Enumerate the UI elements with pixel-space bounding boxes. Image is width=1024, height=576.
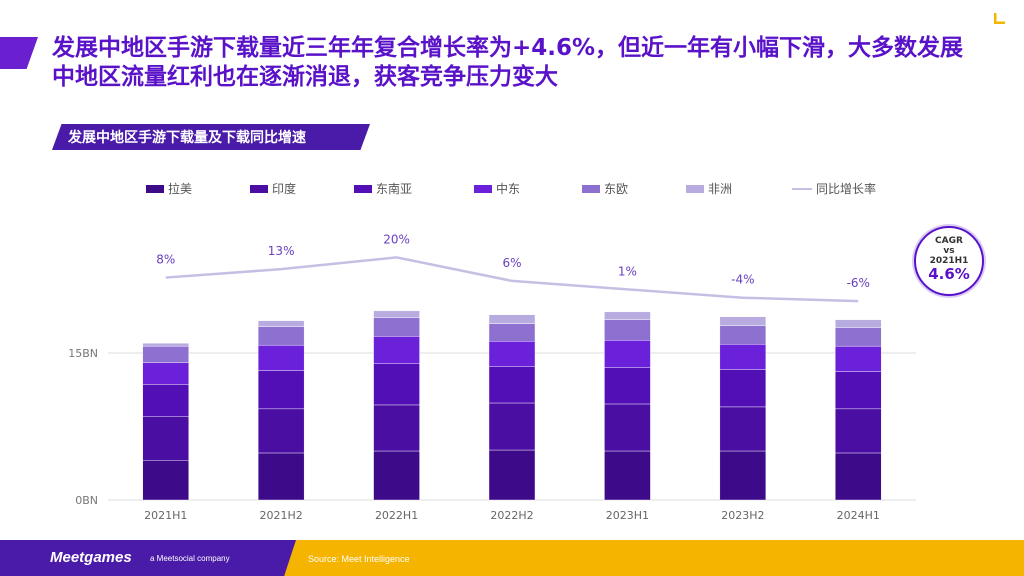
x-tick-label: 2024H1 — [837, 509, 880, 522]
cagr-label: CAGR — [935, 236, 963, 246]
bar-segment-2023H2-拉美 — [719, 450, 767, 501]
chart-subtitle-tag: 发展中地区手游下载量及下载同比增速 — [52, 124, 370, 150]
legend-swatch — [146, 184, 164, 193]
bar-segment-2023H1-印度 — [604, 403, 651, 452]
cagr-badge: CAGR vs 2021H1 4.6% — [914, 226, 984, 296]
bar-segment-2023H2-东南亚 — [719, 369, 767, 408]
legend-swatch — [474, 184, 492, 193]
legend-item-4: 东欧 — [582, 180, 686, 197]
bar-segment-2022H1-印度 — [373, 404, 420, 452]
corner-logo-icon — [994, 13, 1005, 24]
bar-segment-2023H1-东南亚 — [604, 367, 651, 405]
bar-segment-2023H2-东欧 — [719, 325, 767, 345]
legend-item-3: 中东 — [474, 180, 582, 197]
bar-segment-2021H2-拉美 — [257, 452, 305, 501]
legend-item-2: 东南亚 — [354, 180, 474, 197]
bar-segment-2022H2-东南亚 — [488, 366, 536, 404]
bar-segment-2022H2-印度 — [488, 402, 536, 451]
bar-segment-2021H1-中东 — [142, 362, 189, 385]
bar-segment-2021H1-拉美 — [142, 460, 189, 501]
footer-brand-panel — [0, 540, 296, 576]
bar-segment-2023H1-非洲 — [604, 311, 651, 320]
page-headline: 发展中地区手游下载量近三年年复合增长率为+4.6%，但近一年有小幅下滑，大多数发… — [52, 35, 964, 90]
bar-segment-2024H1-印度 — [835, 408, 882, 454]
cagr-base-period: 2021H1 — [929, 256, 969, 266]
legend-swatch — [582, 184, 600, 193]
bar-segment-2022H2-拉美 — [488, 449, 536, 501]
bar-segment-2021H1-东欧 — [142, 345, 189, 364]
bar-segment-2023H2-中东 — [719, 343, 767, 370]
bar-segment-2022H2-东欧 — [488, 323, 536, 342]
bar-segment-2022H1-中东 — [373, 336, 420, 364]
bar-segment-2021H2-印度 — [257, 408, 305, 454]
growth-rate-label: 1% — [618, 264, 637, 278]
legend-label: 印度 — [272, 182, 297, 196]
legend-item-1: 印度 — [250, 180, 354, 197]
bar-segment-2021H1-印度 — [142, 416, 189, 462]
bar-segment-2022H1-东欧 — [373, 317, 420, 337]
x-tick-label: 2021H1 — [144, 509, 187, 522]
y-tick-label: 0BN — [75, 494, 98, 507]
bar-segment-2024H1-拉美 — [835, 452, 882, 501]
source-note: Source: Meet Intelligence — [308, 554, 410, 564]
bar-segment-2023H1-拉美 — [604, 450, 651, 501]
bar-segment-2023H2-非洲 — [719, 316, 767, 326]
bar-segment-2022H1-东南亚 — [373, 363, 420, 406]
brand-tagline: a Meetsocial company — [150, 554, 230, 563]
legend-label: 同比增长率 — [816, 182, 877, 196]
growth-rate-label: 13% — [268, 244, 295, 258]
bar-segment-2021H1-东南亚 — [142, 384, 189, 417]
legend-item-5: 非洲 — [686, 180, 792, 197]
bar-segment-2022H1-非洲 — [373, 310, 420, 318]
x-tick-label: 2023H1 — [606, 509, 649, 522]
growth-rate-label: 8% — [156, 253, 175, 267]
legend-label: 非洲 — [708, 182, 733, 196]
x-tick-label: 2021H2 — [260, 509, 303, 522]
bar-segment-2024H1-东南亚 — [835, 371, 882, 410]
growth-rate-label: 20% — [383, 232, 410, 246]
bar-segment-2021H2-中东 — [257, 344, 305, 371]
bar-segment-2024H1-非洲 — [835, 319, 882, 328]
chart-subtitle: 发展中地区手游下载量及下载同比增速 — [68, 130, 306, 146]
legend-label: 东欧 — [604, 182, 629, 196]
bar-segment-2023H1-东欧 — [604, 319, 651, 341]
brand-logo: Meetgames — [50, 549, 132, 566]
bar-segment-2023H2-印度 — [719, 406, 767, 452]
legend-label: 拉美 — [168, 182, 193, 196]
legend-swatch — [686, 184, 704, 193]
bar-segment-2023H1-中东 — [604, 340, 651, 368]
growth-rate-label: 6% — [502, 256, 521, 270]
growth-rate-label: -4% — [731, 273, 754, 287]
bar-segment-2022H1-拉美 — [373, 450, 420, 501]
x-tick-label: 2022H2 — [490, 509, 533, 522]
bar-segment-2024H1-中东 — [835, 345, 882, 372]
growth-rate-label: -6% — [847, 276, 870, 290]
bar-segment-2022H2-非洲 — [488, 314, 536, 324]
bar-segment-2021H1-非洲 — [142, 343, 189, 347]
legend-label: 东南亚 — [376, 182, 413, 196]
growth-rate-line — [165, 256, 859, 303]
legend-label: 中东 — [496, 182, 521, 196]
bar-segment-2021H2-东欧 — [257, 326, 305, 346]
legend-line-swatch — [792, 187, 812, 190]
legend-swatch — [250, 184, 268, 193]
legend-item-line: 同比增长率 — [792, 180, 876, 197]
bar-segment-2021H2-东南亚 — [257, 370, 305, 410]
bar-segment-2021H2-非洲 — [257, 320, 305, 327]
legend-swatch — [354, 184, 372, 193]
bar-segment-2022H2-中东 — [488, 341, 536, 367]
cagr-value: 4.6% — [928, 265, 970, 283]
x-tick-label: 2023H2 — [721, 509, 764, 522]
y-tick-label: 15BN — [68, 347, 98, 360]
cagr-vs: vs — [943, 246, 955, 256]
chart-legend: 拉美 印度 东南亚 中东 东欧 非洲 同比增长率 — [146, 180, 876, 197]
legend-item-0: 拉美 — [146, 180, 250, 197]
x-tick-label: 2022H1 — [375, 509, 418, 522]
bar-segment-2024H1-东欧 — [835, 327, 882, 347]
